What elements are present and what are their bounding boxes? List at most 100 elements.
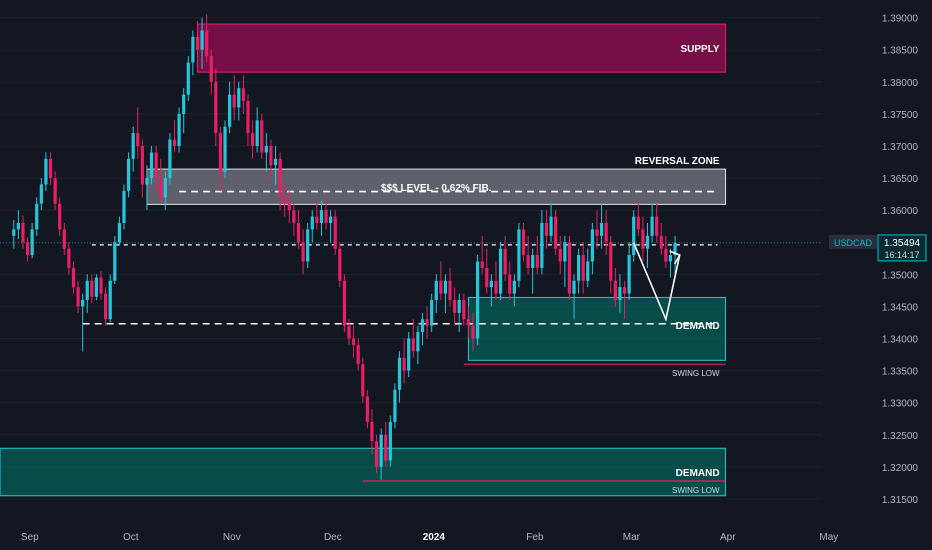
candle <box>448 267 452 307</box>
candle-body <box>407 338 411 371</box>
candle-body <box>554 216 558 249</box>
candle <box>205 14 209 63</box>
candle-body <box>246 101 250 134</box>
price-tick-label: 1.33500 <box>882 367 919 378</box>
candle <box>195 20 200 57</box>
candle <box>113 235 117 284</box>
candle-body <box>526 255 530 268</box>
candle <box>48 152 53 185</box>
candle <box>673 235 677 275</box>
candle-body <box>296 222 301 243</box>
candle-body <box>237 88 241 108</box>
candle-body <box>255 120 259 146</box>
candle-body <box>90 280 94 297</box>
candle <box>25 237 30 262</box>
candle-body <box>535 255 539 268</box>
candle-body <box>475 261 480 339</box>
price-axis[interactable]: 1.39000 1.38500 1.38000 1.37500 1.37000 1.365… <box>829 14 927 506</box>
zone-demand <box>467 296 727 361</box>
candle-body <box>182 94 186 114</box>
candle-body <box>319 210 324 223</box>
candle <box>21 215 25 249</box>
supply-label: SUPPLY <box>680 44 719 55</box>
candle <box>342 274 347 333</box>
candle-body <box>21 222 25 243</box>
candle <box>237 81 241 121</box>
candle <box>370 409 374 455</box>
candle-body <box>131 133 135 159</box>
candle <box>489 274 493 307</box>
candle <box>278 152 282 211</box>
candle <box>296 210 301 249</box>
candle-body <box>81 300 85 307</box>
candle-body <box>85 280 89 301</box>
candle <box>622 280 627 320</box>
candle-body <box>411 338 415 352</box>
candle <box>572 274 576 320</box>
candle <box>136 107 140 159</box>
last-price-tag <box>877 234 927 262</box>
candle <box>67 242 71 275</box>
candle <box>590 222 594 275</box>
candle-body <box>209 56 213 82</box>
candle <box>374 434 379 474</box>
candle-body <box>136 133 140 146</box>
demand-label-lower: DEMAND <box>676 468 720 479</box>
candle-body <box>117 222 122 243</box>
price-tick-label: 1.34500 <box>882 302 919 313</box>
candle-body <box>223 126 227 172</box>
candle-body <box>205 30 209 57</box>
candle-body <box>393 389 397 422</box>
price-tick-label: 1.37000 <box>882 142 919 153</box>
candle-body <box>466 319 471 326</box>
swing-low-label-lower: SWING LOW <box>672 486 720 495</box>
candle <box>90 274 94 304</box>
candle <box>554 210 558 256</box>
candle <box>425 306 429 339</box>
candle-body <box>200 30 204 50</box>
candle-body <box>448 280 452 301</box>
candle <box>581 242 585 294</box>
candle <box>145 165 149 211</box>
candle-body <box>558 248 562 262</box>
candle-body <box>609 242 613 281</box>
candle-body <box>397 357 402 390</box>
candle-body <box>581 255 585 281</box>
price-tick-label: 1.38500 <box>882 46 919 57</box>
candle <box>177 107 181 153</box>
candle-body <box>324 210 328 223</box>
candle-body <box>232 94 236 108</box>
candle-body <box>512 280 516 294</box>
projection-arrowhead <box>669 250 681 265</box>
candle <box>599 203 604 249</box>
candle <box>641 216 645 262</box>
candle-body <box>310 216 314 230</box>
candle-body <box>30 229 34 256</box>
candle <box>324 197 328 230</box>
candle-body <box>645 235 650 249</box>
candle <box>567 235 572 301</box>
candle-body <box>641 229 645 249</box>
candle <box>338 242 342 288</box>
zones-layer <box>0 23 727 497</box>
candle <box>99 271 103 301</box>
swing-low-label: SWING LOW <box>672 369 720 378</box>
candle <box>62 222 66 256</box>
time-axis[interactable]: Sep Oct Nov Dec 2024 Feb Mar Apr May <box>21 532 838 543</box>
candle-body <box>283 197 287 204</box>
candle <box>544 210 549 249</box>
time-tick-label: Sep <box>21 532 39 543</box>
candle-body <box>384 434 388 461</box>
candle <box>154 145 158 191</box>
candle-countdown: 16:14:17 <box>884 250 919 260</box>
candle-body <box>361 364 365 397</box>
candle-body <box>113 242 117 281</box>
candle-body <box>269 145 273 166</box>
candle <box>269 139 273 179</box>
candle <box>494 261 498 301</box>
candle <box>71 261 76 294</box>
candle-body <box>292 210 296 223</box>
candle <box>273 145 278 185</box>
candle-body <box>577 255 581 281</box>
